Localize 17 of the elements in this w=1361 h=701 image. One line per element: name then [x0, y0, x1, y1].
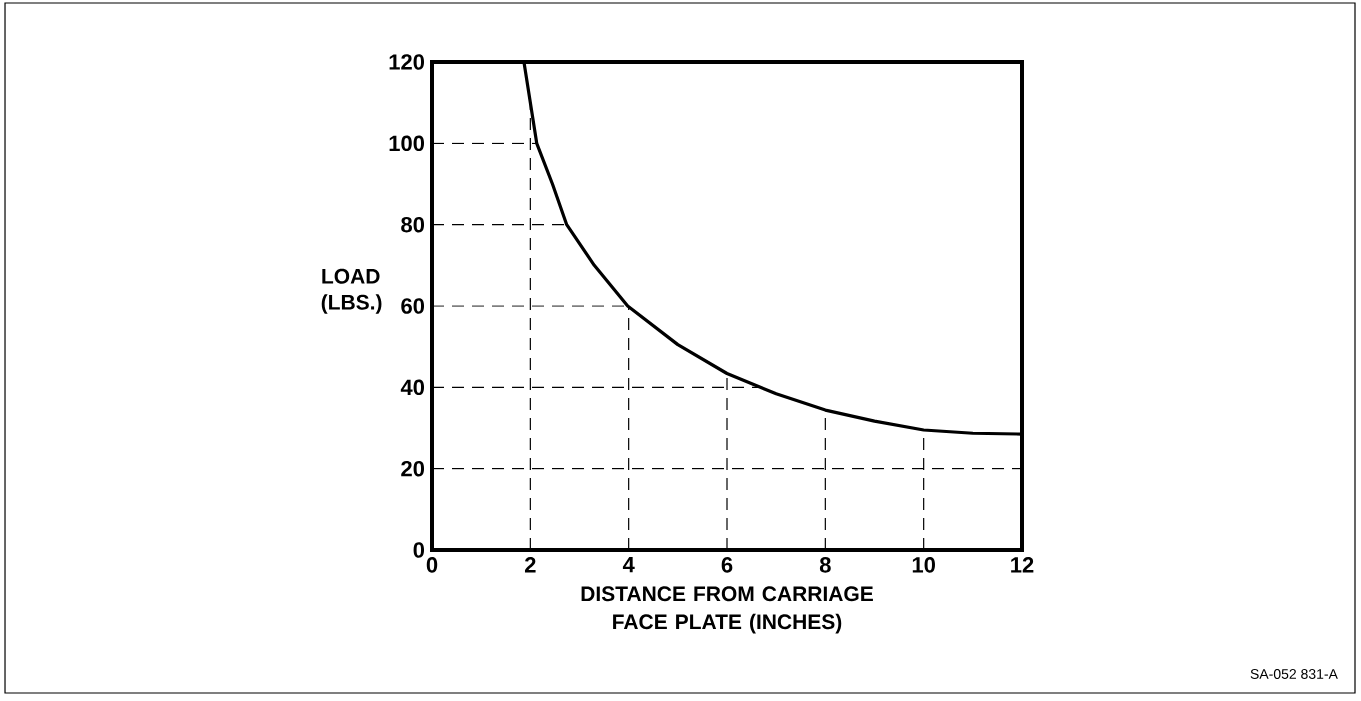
y-axis-title: LOAD (LBS.)	[321, 268, 382, 314]
y-tick-label: 80	[401, 216, 425, 233]
y-tick-label: 60	[401, 298, 425, 314]
y-tick-label: 0	[413, 542, 425, 558]
x-tick-label: 0	[426, 557, 438, 573]
x-tick-label: 4	[622, 557, 635, 573]
x-axis-title: DISTANCE FROM CARRIAGE FACE PLATE (INCHES)	[581, 586, 873, 634]
x-tick-label: 12	[1011, 557, 1034, 573]
x-tick-label: 10	[912, 557, 935, 573]
y-tick-label: 20	[401, 460, 425, 477]
x-tick-label: 8	[819, 557, 831, 573]
x-tick-label: 2	[524, 557, 536, 573]
y-tick-label: 120	[389, 54, 425, 70]
x-tick-label: 6	[721, 557, 733, 573]
text: SA-052 831-A	[1250, 669, 1338, 679]
y-tick-label: 40	[400, 379, 425, 396]
y-tick-label: 100	[389, 135, 425, 152]
